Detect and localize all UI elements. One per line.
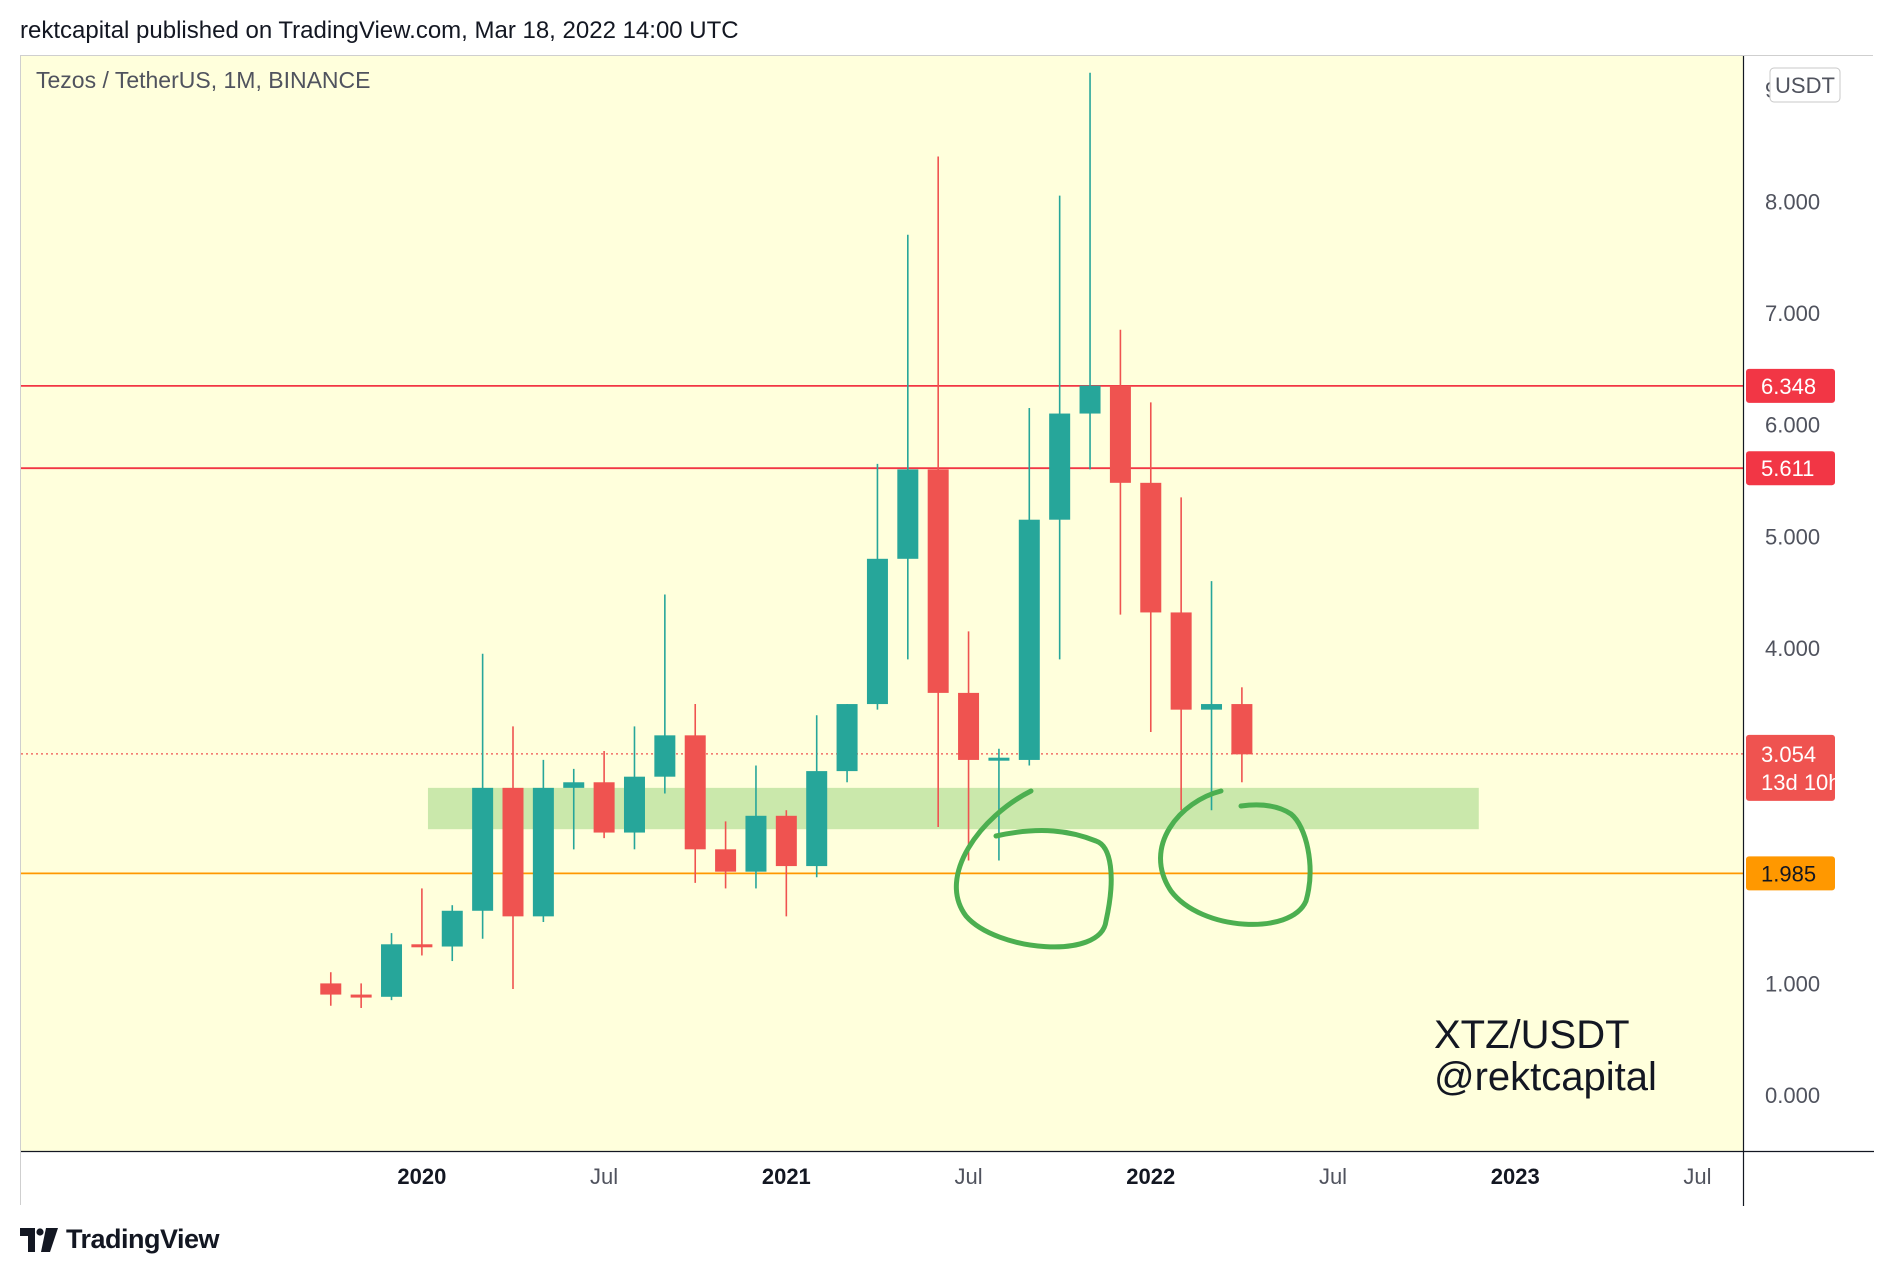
tradingview-brand: TradingView <box>66 1224 220 1254</box>
candle-body-24[interactable] <box>1049 413 1071 520</box>
candle-body-25[interactable] <box>1079 385 1101 414</box>
price-label-bg-5.611 <box>1746 451 1835 486</box>
candle-body-22[interactable] <box>988 757 1010 761</box>
candle-body-6[interactable] <box>502 787 524 917</box>
candle-body-14[interactable] <box>745 815 767 872</box>
publish-info: rektcapital published on TradingView.com… <box>20 17 739 44</box>
candle-body-19[interactable] <box>897 469 919 559</box>
price-axis-background <box>1743 56 1874 1151</box>
x-tick-1: Jul <box>590 1164 618 1189</box>
last-price-label: 3.054 <box>1761 742 1816 767</box>
price-label-6.348: 6.348 <box>1761 374 1816 399</box>
last-price-label-bg <box>1746 734 1835 801</box>
circle-annotation-right <box>1158 788 1313 927</box>
price-label-bg-1.985 <box>1746 856 1835 891</box>
currency-badge[interactable] <box>1769 67 1841 103</box>
candle-body-11[interactable] <box>654 735 676 777</box>
candle-body-30[interactable] <box>1231 704 1253 755</box>
y-tick-5.000: 5.000 <box>1765 524 1820 549</box>
candle-body-4[interactable] <box>441 910 463 947</box>
y-tick-8.000: 8.000 <box>1765 189 1820 214</box>
candle-body-27[interactable] <box>1140 482 1162 613</box>
annotation-author: @rektcapital <box>1434 1055 1657 1099</box>
candle-body-0[interactable] <box>320 983 342 995</box>
candle-body-20[interactable] <box>927 469 949 693</box>
candle-body-2[interactable] <box>381 944 403 997</box>
candle-body-8[interactable] <box>563 782 585 788</box>
candle-body-23[interactable] <box>1018 519 1040 760</box>
price-label-1.985: 1.985 <box>1761 861 1816 886</box>
candle-body-12[interactable] <box>684 735 706 850</box>
tradingview-logo-icon <box>20 1227 58 1252</box>
candle-body-9[interactable] <box>593 782 615 833</box>
candle-body-1[interactable] <box>350 994 372 998</box>
price-label-5.611: 5.611 <box>1761 456 1814 481</box>
price-label-bg-6.348 <box>1746 368 1835 403</box>
candle-body-10[interactable] <box>623 776 645 833</box>
candle-body-21[interactable] <box>958 692 980 760</box>
y-tick-6.000: 6.000 <box>1765 413 1820 438</box>
candle-body-5[interactable] <box>472 787 494 911</box>
candle-body-18[interactable] <box>866 558 888 705</box>
circle-annotation-left <box>953 788 1114 950</box>
y-tick-0.000: 0.000 <box>1765 1083 1820 1108</box>
candle-body-15[interactable] <box>775 815 797 867</box>
candlestick-chart[interactable]: 0.0001.0002.0003.0004.0005.0006.0007.000… <box>21 56 1874 1206</box>
candle-body-16[interactable] <box>806 771 828 867</box>
candle-body-3[interactable] <box>411 944 433 948</box>
y-tick-4.000: 4.000 <box>1765 636 1820 661</box>
time-axis-background <box>21 1151 1874 1206</box>
last-price-countdown: 13d 10h <box>1761 770 1841 795</box>
currency-label: USDT <box>1775 73 1835 98</box>
y-tick-1.000: 1.000 <box>1765 971 1820 996</box>
annotation-pair: XTZ/USDT <box>1434 1013 1630 1057</box>
candle-body-17[interactable] <box>836 704 858 772</box>
footer: TradingView <box>20 1224 220 1255</box>
x-tick-6: 2023 <box>1491 1164 1540 1189</box>
x-tick-3: Jul <box>954 1164 982 1189</box>
x-tick-4: 2022 <box>1126 1164 1175 1189</box>
candle-body-26[interactable] <box>1109 385 1131 483</box>
chart-title: Tezos / TetherUS, 1M, BINANCE <box>36 67 370 93</box>
candle-body-28[interactable] <box>1170 612 1192 710</box>
candle-body-13[interactable] <box>715 849 737 872</box>
x-tick-2: 2021 <box>762 1164 811 1189</box>
support-zone <box>427 787 1479 830</box>
candle-body-7[interactable] <box>532 787 554 917</box>
candle-body-29[interactable] <box>1201 704 1223 710</box>
x-tick-5: Jul <box>1319 1164 1347 1189</box>
chart-frame[interactable]: 0.0001.0002.0003.0004.0005.0006.0007.000… <box>20 55 1874 1206</box>
x-tick-0: 2020 <box>397 1164 446 1189</box>
y-tick-7.000: 7.000 <box>1765 301 1820 326</box>
x-tick-7: Jul <box>1683 1164 1711 1189</box>
